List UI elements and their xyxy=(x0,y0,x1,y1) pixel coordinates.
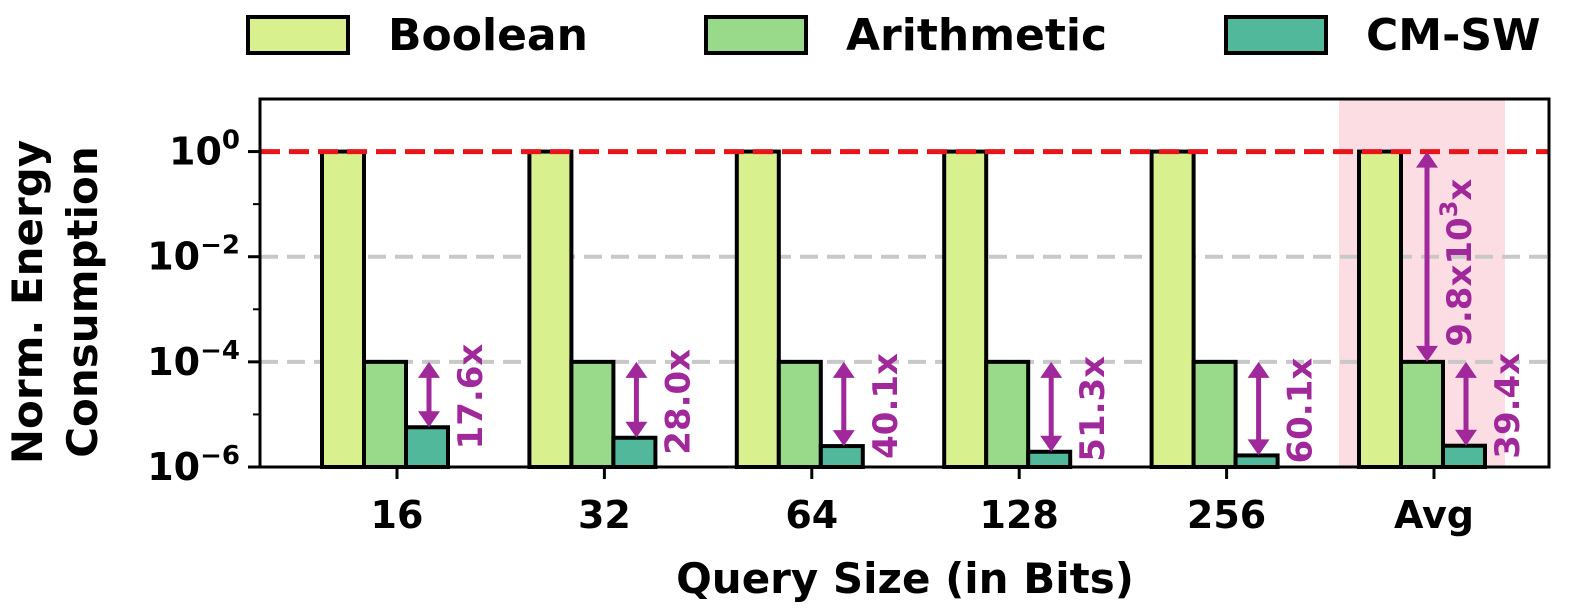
legend-swatch-arithmetic xyxy=(704,15,808,55)
annotation-label-text: 28.0x xyxy=(658,349,698,455)
y-tick-label-base: 10 xyxy=(147,235,200,279)
y-tick-label-base: 10 xyxy=(147,340,200,384)
bar-cm-sw-avg xyxy=(1441,443,1487,470)
annotation-arrow-6-head-bottom xyxy=(1416,345,1438,362)
annotation-arrow-3-head-bottom xyxy=(1040,435,1063,452)
bar-boolean-avg xyxy=(1357,149,1403,469)
bar-arithmetic-64 xyxy=(776,359,823,470)
annotation-label-text: 39.4x xyxy=(1488,353,1528,459)
annotation-label-text: 17.6x xyxy=(451,344,491,450)
legend-label-cm-sw: CM-SW xyxy=(1366,10,1541,61)
annotation-arrow-0-head-bottom xyxy=(418,411,440,428)
y-tick-label-exponent: −6 xyxy=(200,441,240,471)
legend-item-arithmetic: Arithmetic xyxy=(704,10,1107,61)
bar-arithmetic-256 xyxy=(1191,359,1238,470)
bar-boolean-64 xyxy=(734,149,781,469)
y-tick-label--4: 10−4 xyxy=(147,336,240,384)
bar-boolean-16 xyxy=(320,149,366,469)
legend-label-arithmetic: Arithmetic xyxy=(846,10,1107,61)
annotation-arrow-5 xyxy=(1455,361,1477,446)
annotation-arrow-2 xyxy=(832,361,855,447)
bar-boolean-128 xyxy=(942,149,989,469)
annotation-label-4: 60.1x xyxy=(1281,358,1321,464)
annotation-arrow-4-head-top xyxy=(1247,361,1270,378)
annotation-label-2: 40.1x xyxy=(866,353,906,459)
bar-cm-sw-128 xyxy=(1026,449,1073,470)
legend-swatch-boolean xyxy=(246,15,350,55)
annotation-label-0: 17.6x xyxy=(451,344,491,450)
legend: Boolean Arithmetic CM-SW xyxy=(246,10,1541,61)
bar-cm-sw-32 xyxy=(611,435,658,470)
annotation-arrow-2-head-top xyxy=(832,361,855,378)
annotation-label-text: 40.1x xyxy=(866,353,906,459)
annotation-arrow-0-head-top xyxy=(418,361,440,378)
annotation-arrow-6-head-top xyxy=(1416,151,1438,168)
annotation-label-1: 28.0x xyxy=(658,349,698,455)
annotation-label-text: 51.3x xyxy=(1073,356,1113,462)
x-tick-label-avg: Avg xyxy=(1394,493,1474,537)
x-axis-label: Query Size (in Bits) xyxy=(676,554,1134,603)
annotation-label-3: 51.3x xyxy=(1073,356,1113,462)
legend-label-boolean: Boolean xyxy=(388,10,588,61)
annotation-label-text: 9.8x10 xyxy=(1440,217,1480,346)
annotation-arrow-4-head-bottom xyxy=(1247,439,1270,456)
annotation-arrow-2-head-bottom xyxy=(832,430,855,447)
x-tick-label-32: 32 xyxy=(578,493,631,537)
annotation-arrow-1-head-bottom xyxy=(625,421,648,438)
legend-item-boolean: Boolean xyxy=(246,10,588,61)
annotation-arrow-0 xyxy=(418,361,440,428)
bar-arithmetic-32 xyxy=(569,359,616,470)
legend-swatch-cm-sw xyxy=(1224,15,1328,55)
y-tick-label--2: 10−2 xyxy=(147,231,240,279)
annotation-arrow-5-head-bottom xyxy=(1455,429,1477,446)
x-tick-label-128: 128 xyxy=(980,493,1059,537)
bar-cm-sw-256 xyxy=(1233,453,1280,469)
bar-boolean-32 xyxy=(527,149,574,469)
annotation-arrow-4 xyxy=(1247,361,1270,456)
annotation-label-sup: 3 xyxy=(1435,201,1463,218)
annotations: 17.6x 28.0x 40.1x 51.3x 60.1x 39.4x9.8x103x xyxy=(418,151,1528,464)
x-tick-label-16: 16 xyxy=(371,493,424,537)
bar-boolean-256 xyxy=(1149,149,1196,469)
annotation-label-text: 60.1x xyxy=(1281,358,1321,464)
annotation-arrow-1-head-top xyxy=(625,361,648,378)
annotation-arrow-6 xyxy=(1416,151,1438,362)
x-tick-label-64: 64 xyxy=(785,493,838,537)
y-tick-label-exponent: −4 xyxy=(200,336,240,366)
y-tick-label-base: 10 xyxy=(147,445,200,489)
annotation-label-suffix: x xyxy=(1440,179,1480,201)
y-tick-label--6: 10−6 xyxy=(147,441,240,489)
y-axis-label-line2: Consumption xyxy=(58,146,107,458)
x-tick-label-256: 256 xyxy=(1187,493,1266,537)
bar-cm-sw-64 xyxy=(818,444,865,469)
bar-arithmetic-128 xyxy=(984,359,1031,470)
annotation-arrow-3 xyxy=(1040,361,1063,452)
annotation-arrow-1 xyxy=(625,361,648,438)
y-tick-label-exponent: 0 xyxy=(222,126,240,156)
annotation-arrow-3-head-top xyxy=(1040,361,1063,378)
annotation-arrow-5-head-top xyxy=(1455,361,1477,378)
bar-arithmetic-avg xyxy=(1399,359,1445,470)
y-axis-label-line1: Norm. Energy xyxy=(3,140,52,464)
legend-item-cm-sw: CM-SW xyxy=(1224,10,1541,61)
annotation-label-5: 39.4x xyxy=(1488,353,1528,459)
plot-frame xyxy=(258,97,1551,469)
annotation-label-6: 9.8x103x xyxy=(1435,179,1480,347)
y-tick-label-0: 100 xyxy=(169,126,240,174)
bar-cm-sw-16 xyxy=(404,425,450,469)
bar-arithmetic-16 xyxy=(362,359,408,470)
y-tick-label-base: 10 xyxy=(169,130,222,174)
y-tick-label-exponent: −2 xyxy=(200,231,240,261)
